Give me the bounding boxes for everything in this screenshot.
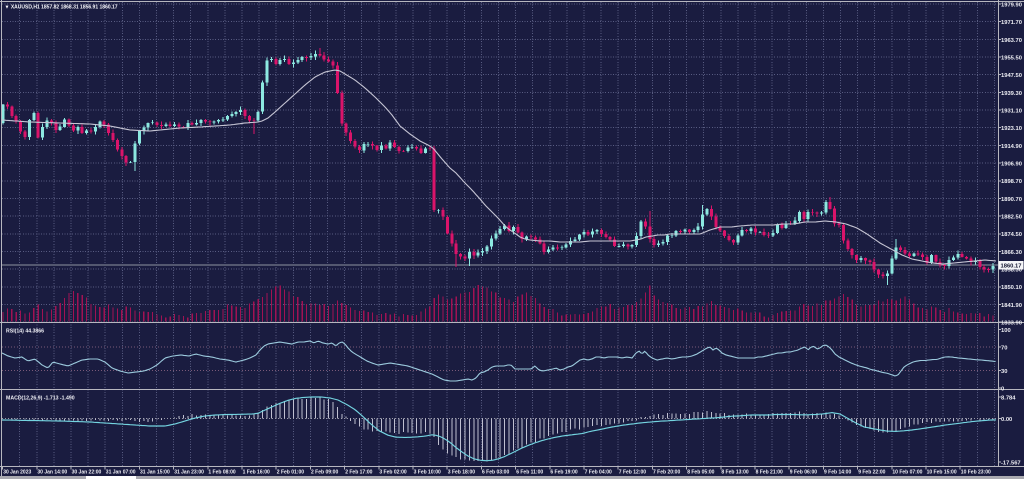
svg-text:30: 30 (1001, 369, 1007, 375)
svg-text:30 Jan 14:00: 30 Jan 14:00 (37, 470, 67, 476)
svg-text:1898.70: 1898.70 (1001, 179, 1022, 185)
svg-text:3 Feb 10:00: 3 Feb 10:00 (414, 470, 441, 476)
svg-text:3 Feb 02:00: 3 Feb 02:00 (379, 470, 406, 476)
svg-text:8 Feb 13:00: 8 Feb 13:00 (721, 470, 748, 476)
svg-text:8 Feb 21:00: 8 Feb 21:00 (756, 470, 783, 476)
svg-text:9 Feb 06:00: 9 Feb 06:00 (790, 470, 817, 476)
svg-text:1850.10: 1850.10 (1001, 285, 1022, 291)
svg-text:1923.10: 1923.10 (1001, 126, 1022, 132)
svg-text:1955.50: 1955.50 (1001, 55, 1022, 61)
svg-text:30 Jan 22:00: 30 Jan 22:00 (72, 470, 102, 476)
svg-text:0.00: 0.00 (1001, 417, 1012, 423)
svg-text:1947.50: 1947.50 (1001, 73, 1022, 79)
svg-text:▼ XAUUSD,H1 1857.82 1868.31 1: ▼ XAUUSD,H1 1857.82 1868.31 1856.91 1860… (5, 5, 118, 11)
svg-text:1858.30: 1858.30 (1001, 268, 1022, 274)
svg-text:2 Feb 17:00: 2 Feb 17:00 (345, 470, 372, 476)
svg-text:1841.90: 1841.90 (1001, 303, 1022, 309)
svg-text:-17.567: -17.567 (1001, 460, 1021, 466)
svg-text:31 Jan 23:00: 31 Jan 23:00 (174, 470, 204, 476)
svg-text:7 Feb 20:00: 7 Feb 20:00 (653, 470, 680, 476)
svg-text:1914.90: 1914.90 (1001, 144, 1022, 150)
svg-text:100: 100 (1001, 328, 1011, 334)
svg-text:1939.30: 1939.30 (1001, 91, 1022, 97)
svg-text:1874.50: 1874.50 (1001, 232, 1022, 238)
svg-text:1979.90: 1979.90 (1001, 2, 1022, 8)
svg-text:10 Feb 15:00: 10 Feb 15:00 (927, 470, 957, 476)
svg-text:RSI(14) 44.3866: RSI(14) 44.3866 (6, 329, 44, 335)
svg-text:1931.10: 1931.10 (1001, 109, 1022, 115)
svg-text:0: 0 (1001, 386, 1004, 392)
svg-text:6 Feb 11:00: 6 Feb 11:00 (516, 470, 543, 476)
svg-text:10 Feb 07:00: 10 Feb 07:00 (892, 470, 922, 476)
svg-text:7 Feb 04:00: 7 Feb 04:00 (585, 470, 612, 476)
svg-text:MACD(12,26,9) -1.713 -1.490: MACD(12,26,9) -1.713 -1.490 (6, 396, 75, 402)
svg-text:9 Feb 14:00: 9 Feb 14:00 (824, 470, 851, 476)
svg-text:1963.70: 1963.70 (1001, 38, 1022, 44)
svg-text:8.784: 8.784 (1001, 395, 1016, 401)
svg-text:1 Feb 16:00: 1 Feb 16:00 (243, 470, 270, 476)
svg-text:3 Feb 18:00: 3 Feb 18:00 (448, 470, 475, 476)
svg-text:1 Feb 08:00: 1 Feb 08:00 (208, 470, 235, 476)
svg-text:70: 70 (1001, 345, 1007, 351)
svg-text:31 Jan 15:00: 31 Jan 15:00 (140, 470, 170, 476)
svg-text:1890.70: 1890.70 (1001, 197, 1022, 203)
svg-text:1860.17: 1860.17 (1001, 263, 1022, 269)
svg-text:7 Feb 12:00: 7 Feb 12:00 (619, 470, 646, 476)
svg-text:10 Feb 23:00: 10 Feb 23:00 (961, 470, 991, 476)
svg-text:1866.30: 1866.30 (1001, 250, 1022, 256)
svg-text:1833.90: 1833.90 (1001, 321, 1022, 327)
svg-text:8 Feb 05:00: 8 Feb 05:00 (687, 470, 714, 476)
svg-text:9 Feb 22:00: 9 Feb 22:00 (858, 470, 885, 476)
svg-text:1971.70: 1971.70 (1001, 20, 1022, 26)
svg-text:6 Feb 03:00: 6 Feb 03:00 (482, 470, 509, 476)
svg-text:30 Jan 2023: 30 Jan 2023 (3, 470, 31, 476)
svg-text:2 Feb 01:00: 2 Feb 01:00 (277, 470, 304, 476)
svg-text:2 Feb 09:00: 2 Feb 09:00 (311, 470, 338, 476)
svg-text:1882.50: 1882.50 (1001, 215, 1022, 221)
svg-text:1906.90: 1906.90 (1001, 162, 1022, 168)
svg-text:6 Feb 19:00: 6 Feb 19:00 (550, 470, 577, 476)
svg-text:31 Jan 07:00: 31 Jan 07:00 (106, 470, 136, 476)
